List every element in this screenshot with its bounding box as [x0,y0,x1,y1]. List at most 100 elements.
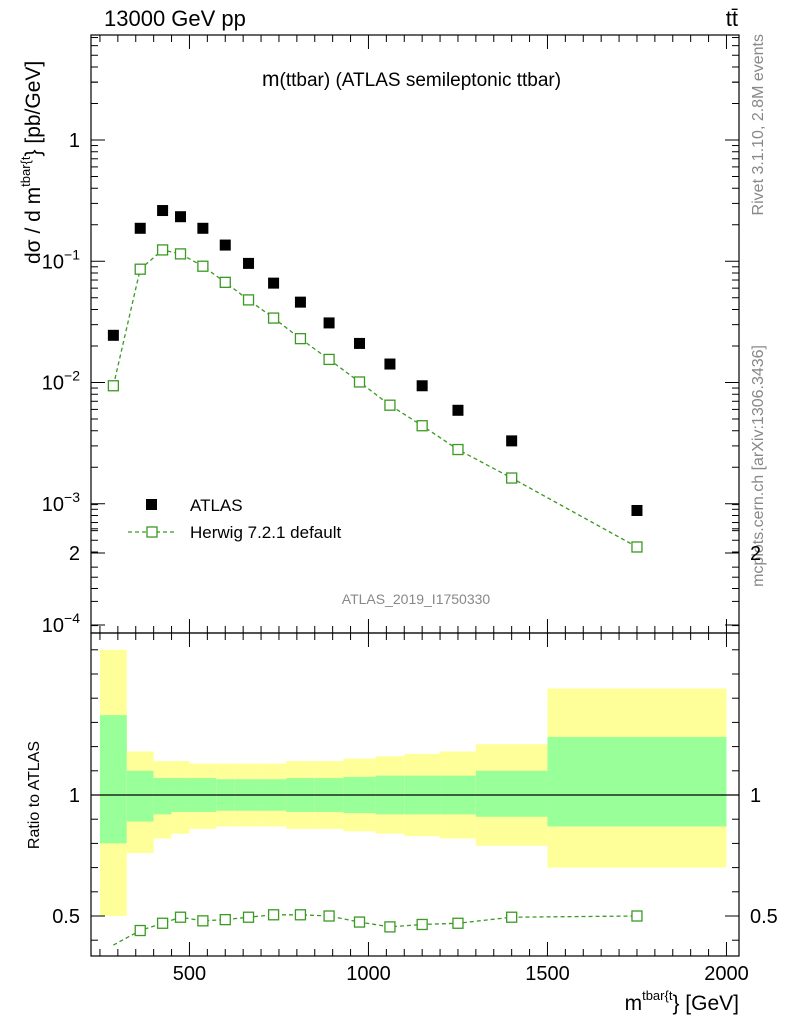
atlas-point [107,329,119,341]
ratio-point [219,913,231,926]
atlas-series [107,205,643,516]
ratio-line [113,914,637,946]
legend-atlas-label: ATLAS [190,496,243,515]
plot-title: m(ttbar) (ATLAS semileptonic ttbar) [262,68,561,91]
ratio-point [416,918,428,931]
ratio-y-tick-label-right: 1 [750,785,761,807]
ratio-point [631,910,643,922]
herwig-point [416,420,428,432]
ratio-point [452,917,464,929]
ratio-stat-band [99,715,127,844]
atlas-point [323,317,335,329]
ratio-point [156,917,169,929]
ratio-y-tick-label: 2 [69,543,80,565]
main-y-tick-label: 10−1 [42,246,80,273]
atlas-point [384,358,396,370]
atlas-point [294,296,306,308]
atlas-point [157,205,169,217]
analysis-watermark: ATLAS_2019_I1750330 [342,591,491,607]
x-tick-label: 1000 [346,963,391,985]
herwig-line [112,249,638,548]
ratio-point [294,909,307,921]
atlas-point [197,222,209,234]
main-y-tick-label: 1 [69,130,80,152]
ratio-y-tick-label: 1 [69,785,80,807]
ratio-x-axis: 500 1000 1500 2000 [99,633,749,985]
main-y-axis: 1 10−1 10−2 10−3 10−4 [42,37,739,637]
atlas-point [506,435,518,447]
herwig-point [242,294,255,306]
x-label-sup: tbar{t [642,988,673,1003]
main-panel: 1 10−1 10−2 10−3 10−4 m(ttbar) (ATLAS semile… [18,34,740,637]
legend-herwig-label: Herwig 7.2.1 default [190,523,341,542]
atlas-point [134,222,146,234]
ratio-point [174,911,187,923]
herwig-point [384,399,396,411]
mcplots-label: mcplots.cern.ch [arXiv:1306.3436] [750,345,767,587]
main-y-tick-label: 10−4 [42,610,80,637]
y-label-sup: tbar{t [18,156,33,187]
x-tick-label: 500 [173,963,206,985]
ratio-point [134,924,146,937]
ratio-stat-band [153,778,172,815]
legend-atlas-marker [146,499,157,510]
y-label-tail: } [pb/GeV] [22,61,45,157]
title-m: m [262,68,280,91]
y-label-main: dσ / d m [22,187,45,264]
herwig-point [506,472,518,484]
ratio-panel: 0.5 0.5 1 1 2 2 500 1000 1500 2000 Ratio to ATLA… [26,504,778,1015]
ratio-stat-band [475,770,548,817]
ratio-point [384,921,396,933]
ratio-stat-band [547,736,727,827]
ratio-bands [99,649,727,916]
herwig-point [174,248,187,260]
ratio-y-label: Ratio to ATLAS [26,741,43,849]
main-y-label: dσ / d mtbar{t} [pb/GeV] [18,61,45,264]
ratio-y-tick-label-right: 2 [750,543,761,565]
legend: ATLAS Herwig 7.2.1 default [128,496,341,542]
ratio-point [353,916,366,928]
herwig-point [452,443,464,456]
legend-herwig-marker [146,526,158,538]
x-tick-label: 2000 [704,963,749,985]
herwig-series [107,244,643,553]
ratio-point [323,910,335,922]
atlas-point [416,380,428,392]
atlas-point [175,211,187,223]
ratio-point [242,911,255,923]
ratio-stat-band [126,770,154,822]
ratio-y-tick-label: 0.5 [52,906,80,928]
ratio-y-axis: 0.5 0.5 1 1 2 2 [52,504,778,941]
x-tick-label: 1500 [525,963,570,985]
herwig-point [219,276,231,288]
atlas-point [452,404,464,416]
energy-label: 13000 GeV pp [104,6,246,31]
herwig-point [134,263,146,275]
ratio-point [197,915,209,927]
main-x-axis [99,35,727,633]
x-axis-label: mtbar{t} [GeV] [625,988,739,1015]
atlas-point [268,277,280,289]
title-rest: (ttbar) (ATLAS semileptonic ttbar) [280,70,562,91]
herwig-point [197,260,209,272]
herwig-point [631,541,643,553]
atlas-point [631,504,643,516]
process-label: tt̄ [726,6,738,31]
x-label-main: m [625,992,643,1015]
main-y-tick-label: 10−2 [42,368,80,395]
main-y-tick-label: 10−3 [42,489,80,516]
atlas-point [219,239,231,251]
herwig-point [107,380,120,392]
ratio-y-tick-label-right: 0.5 [750,906,778,928]
rivet-label: Rivet 3.1.10, 2.8M events [750,34,767,215]
herwig-point [294,332,307,345]
ratio-series [113,909,643,946]
ratio-point [506,911,518,923]
atlas-point [354,337,366,349]
ratio-point [267,909,280,921]
herwig-point [156,244,169,256]
herwig-point [353,376,366,388]
x-label-tail: } [GeV] [672,992,739,1015]
herwig-point [267,312,280,324]
